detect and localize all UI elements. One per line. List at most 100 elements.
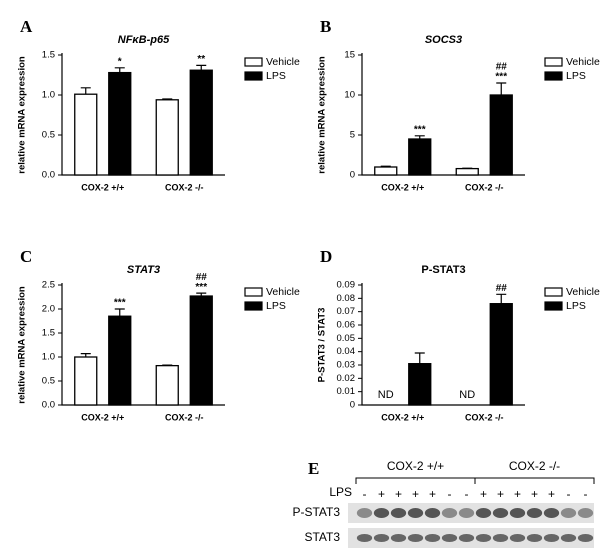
y-tick-label: 1.0 xyxy=(42,352,55,363)
significance: *** xyxy=(495,72,507,83)
y-tick-label: 2.0 xyxy=(42,304,55,315)
blot-band xyxy=(475,508,492,518)
x-tick-label: COX-2 -/- xyxy=(165,182,204,192)
error-bar xyxy=(414,135,425,139)
significance: ** xyxy=(197,54,205,65)
blot-band xyxy=(475,534,492,542)
y-tick-label: 0.04 xyxy=(337,346,356,357)
legend-swatch xyxy=(244,71,263,81)
blot-band xyxy=(390,508,407,518)
lane-sign: + xyxy=(395,487,402,501)
y-tick-label: 10 xyxy=(344,90,355,101)
lane-sign: + xyxy=(548,487,555,501)
row-label: LPS xyxy=(329,485,352,499)
y-tick-label: 1.5 xyxy=(42,50,55,61)
blot-band xyxy=(509,534,526,542)
legend-swatch xyxy=(544,71,563,81)
y-tick-label: 2.5 xyxy=(42,280,55,291)
x-tick-label: COX-2 +/+ xyxy=(81,182,124,192)
blot-band xyxy=(373,534,390,542)
y-tick-label: 0.07 xyxy=(337,306,356,317)
lane-sign: + xyxy=(412,487,419,501)
panel-label: E xyxy=(308,459,319,478)
y-tick-label: 0.08 xyxy=(337,293,356,304)
significance: *** xyxy=(414,124,426,135)
y-axis-label: relative mRNA expression xyxy=(17,56,28,174)
y-axis-label: relative mRNA expression xyxy=(17,286,28,404)
y-tick-label: 0.06 xyxy=(337,320,356,331)
y-tick-label: 0.03 xyxy=(337,360,356,371)
y-tick-label: 0 xyxy=(350,170,355,181)
bar xyxy=(189,295,213,406)
lane-sign: - xyxy=(465,487,469,501)
x-tick-label: COX-2 +/+ xyxy=(81,412,124,422)
bar xyxy=(408,363,432,406)
legend-label: Vehicle xyxy=(266,286,300,298)
error-bar xyxy=(414,352,425,364)
x-tick-label: COX-2 -/- xyxy=(465,412,504,422)
blot-band xyxy=(373,508,390,518)
legend-swatch xyxy=(544,57,563,67)
significance: *** xyxy=(114,298,126,309)
bar xyxy=(108,315,132,406)
blot-band xyxy=(509,508,526,518)
legend-label: Vehicle xyxy=(566,56,600,68)
legend-label: Vehicle xyxy=(266,56,300,68)
significance: ## xyxy=(496,62,508,73)
legend-label: Vehicle xyxy=(566,286,600,298)
lane-sign: - xyxy=(363,487,367,501)
chart-title: STAT3 xyxy=(127,264,160,276)
blot-band xyxy=(560,534,577,542)
blot-band xyxy=(441,508,458,518)
blot-band xyxy=(458,534,475,542)
error-bar xyxy=(114,67,125,73)
legend-swatch xyxy=(544,301,563,311)
x-tick-label: COX-2 -/- xyxy=(465,182,504,192)
blot-band xyxy=(424,508,441,518)
blot-band xyxy=(356,508,373,518)
blot-band xyxy=(577,508,594,518)
legend-label: LPS xyxy=(266,300,286,312)
y-axis-label: P-STAT3 / STAT3 xyxy=(317,308,328,383)
lane-sign: + xyxy=(497,487,504,501)
bar xyxy=(108,71,132,176)
y-tick-label: 0.05 xyxy=(337,333,356,344)
panel-label: C xyxy=(20,247,32,266)
y-tick-label: 0 xyxy=(350,400,355,411)
error-bar xyxy=(80,87,91,95)
significance: * xyxy=(118,56,122,67)
legend-label: LPS xyxy=(566,70,586,82)
bar xyxy=(74,93,98,176)
error-bar xyxy=(80,353,91,357)
group-label: COX-2 -/- xyxy=(509,459,560,473)
y-tick-label: 5 xyxy=(350,130,355,141)
legend-label: LPS xyxy=(266,70,286,82)
bar xyxy=(489,303,513,406)
blot-band xyxy=(492,534,509,542)
error-bar xyxy=(496,293,507,304)
bar xyxy=(74,356,98,406)
error-bar xyxy=(162,98,173,100)
legend-swatch xyxy=(244,301,263,311)
group-bracket xyxy=(355,477,595,484)
y-tick-label: 0.01 xyxy=(337,386,356,397)
y-tick-label: 0.0 xyxy=(42,170,55,181)
blot-band xyxy=(526,508,543,518)
legend-swatch xyxy=(544,287,563,297)
y-tick-label: 0.02 xyxy=(337,373,356,384)
y-tick-label: 1.5 xyxy=(42,328,55,339)
band-label: P-STAT3 xyxy=(292,505,340,519)
x-tick-label: COX-2 +/+ xyxy=(381,182,424,192)
y-axis-label: relative mRNA expression xyxy=(317,56,328,174)
lane-sign: + xyxy=(429,487,436,501)
bar xyxy=(155,364,179,406)
y-tick-label: 0.5 xyxy=(42,130,55,141)
lane-sign: - xyxy=(448,487,452,501)
band-label: STAT3 xyxy=(304,530,340,544)
lane-sign: + xyxy=(378,487,385,501)
lane-sign: - xyxy=(567,487,571,501)
significance: ## xyxy=(496,283,508,294)
blot-band xyxy=(458,508,475,518)
value-label: ND xyxy=(378,389,394,401)
